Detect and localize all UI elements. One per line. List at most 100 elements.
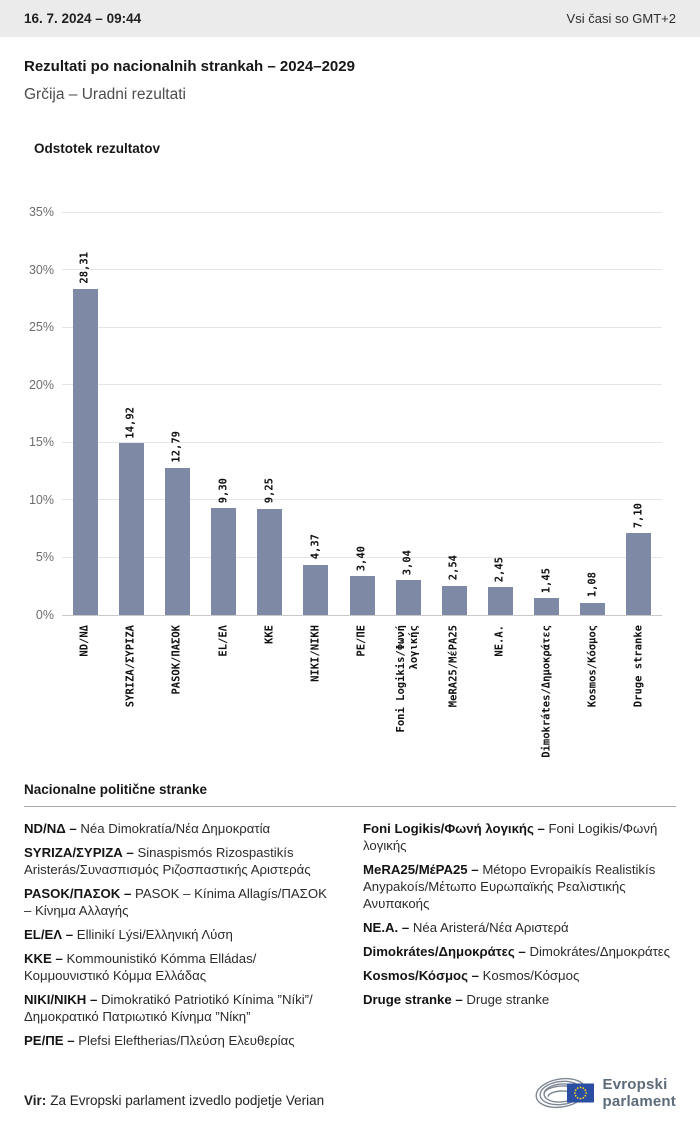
party-name: Néa Dimokratía/Νέα Δημοκρατία	[80, 821, 271, 836]
parties-heading: Nacionalne politične stranke	[24, 782, 208, 797]
party-entry: NE.A. – Néa Aristerá/Νέα Αριστερά	[363, 919, 676, 936]
gridline	[62, 614, 662, 616]
gridline	[62, 499, 662, 501]
bar-value-label: 4,37	[309, 534, 322, 560]
party-entry: PASOK/ΠΑΣΟΚ – PASOK – Kínima Allagís/ΠΑΣ…	[24, 885, 337, 919]
bar-value-label: 28,31	[78, 252, 91, 285]
bar[interactable]	[395, 580, 421, 615]
bar[interactable]	[626, 533, 652, 615]
x-axis-label: NIKI/ΝΙΚΗ	[309, 625, 322, 682]
x-axis-label: ND/ΝΔ	[78, 625, 91, 657]
x-axis-label: SYRIZA/ΣΥΡΙΖΑ	[124, 625, 137, 708]
party-entry: Druge stranke – Druge stranke	[363, 991, 676, 1008]
gridline	[62, 556, 662, 558]
party-entry: ΚΚΕ – Kommounistikó Kómma Elládas/Κομμου…	[24, 950, 337, 984]
bar-value-label: 1,45	[540, 568, 553, 594]
party-abbr: PE/ΠΕ –	[24, 1033, 79, 1048]
party-abbr: MeRA25/ΜέΡΑ25 –	[363, 862, 483, 877]
party-entry: EL/ΕΛ – Ellinikí Lýsi/Ελληνική Λύση	[24, 926, 337, 943]
eu-flag-icon	[566, 1083, 594, 1103]
bar[interactable]	[487, 586, 513, 615]
y-tick-label: 20%	[28, 377, 54, 392]
party-name: Kosmos/Κόσμος	[482, 968, 580, 983]
x-axis-label: MeRA25/ΜέΡΑ25	[447, 625, 460, 708]
header-datetime: 16. 7. 2024 – 09:44	[24, 11, 142, 26]
party-entry: SYRIZA/ΣΥΡΙΖΑ – Sinaspismós Rizospastikí…	[24, 844, 337, 878]
bar[interactable]	[303, 564, 329, 615]
header-bar: 16. 7. 2024 – 09:44 Vsi časi so GMT+2	[0, 0, 700, 37]
x-axis-label: Dimokrátes/Δημοκράτες	[540, 625, 553, 758]
bar-value-label: 14,92	[124, 406, 137, 439]
footer: Vir: Za Evropski parlament izvedlo podjet…	[0, 1056, 700, 1122]
party-name: Dimokratikó Patriotikó Kínima ”Níki”/Δημ…	[24, 992, 313, 1024]
gridline	[62, 384, 662, 386]
bar[interactable]	[118, 443, 144, 615]
party-abbr: NIKI/ΝΙΚΗ –	[24, 992, 101, 1007]
party-columns: ND/ΝΔ – Néa Dimokratía/Νέα Δημοκρατία SYR…	[0, 807, 700, 1056]
party-abbr: ΚΚΕ –	[24, 951, 67, 966]
bar-value-label: 1,08	[586, 572, 599, 598]
bar-value-label: 2,45	[493, 556, 506, 582]
party-entry: PE/ΠΕ – Plefsi Eleftherias/Πλεύση Ελευθε…	[24, 1032, 337, 1049]
party-column: Foni Logikis/Φωνή λογικής – Foni Logikis…	[363, 820, 676, 1056]
y-tick-label: 15%	[28, 435, 54, 450]
title-block: Rezultati po nacionalnih strankah – 2024…	[0, 37, 700, 104]
gridline	[62, 211, 662, 213]
bar[interactable]	[534, 598, 560, 615]
y-tick-label: 25%	[28, 320, 54, 335]
plot-area: 28,31 14,92 12,79 9,30 9,25 4,37 3,40 3,04 2,54 2…	[62, 211, 662, 616]
source-label: Vir:	[24, 1093, 47, 1108]
ep-logo-line1: Evropski	[602, 1076, 668, 1093]
bar-chart: 28,31 14,92 12,79 9,30 9,25 4,37 3,40 3,04 2,54 2…	[0, 202, 700, 772]
party-name: Ellinikí Lýsi/Ελληνική Λύση	[76, 927, 233, 942]
chart-title: Odstotek rezultatov	[34, 141, 161, 156]
ep-logo-text: Evropski parlament	[603, 1076, 677, 1110]
gridline	[62, 269, 662, 271]
party-abbr: ND/ΝΔ –	[24, 821, 81, 836]
party-name: Foni Logikis/Φωνή λογικής	[363, 821, 658, 853]
party-column: ND/ΝΔ – Néa Dimokratía/Νέα Δημοκρατία SYR…	[24, 820, 337, 1056]
bar[interactable]	[257, 508, 283, 615]
y-tick-label: 30%	[28, 262, 54, 277]
x-axis-label: ΚΚΕ	[263, 625, 276, 644]
party-abbr: SYRIZA/ΣΥΡΙΖΑ –	[24, 845, 138, 860]
bar-value-label: 7,10	[632, 502, 645, 529]
source-text: Za Evropski parlament izvedlo podjetje V…	[50, 1093, 325, 1108]
party-entry: NIKI/ΝΙΚΗ – Dimokratikó Patriotikó Kínim…	[24, 991, 337, 1025]
timezone-note: Vsi časi so GMT+2	[566, 11, 676, 26]
y-tick-label: 10%	[28, 492, 54, 507]
party-abbr: Druge stranke –	[363, 992, 467, 1007]
bar[interactable]	[580, 602, 606, 615]
party-abbr: Foni Logikis/Φωνή λογικής –	[363, 821, 549, 836]
y-tick-label: 5%	[35, 550, 54, 565]
party-abbr: EL/ΕΛ –	[24, 927, 77, 942]
x-axis-label: Druge stranke	[632, 625, 645, 708]
y-tick-label: 35%	[28, 205, 54, 219]
bar-value-label: 12,79	[170, 431, 183, 463]
bar[interactable]	[349, 575, 375, 615]
bar-value-label: 2,54	[447, 555, 460, 581]
x-axis-label: EL/ΕΛ	[217, 625, 230, 657]
bar[interactable]	[441, 585, 467, 615]
bar[interactable]	[164, 467, 190, 615]
y-tick-label: 0%	[35, 608, 54, 622]
bar-value-label: 3,40	[355, 545, 368, 571]
party-entry: Foni Logikis/Φωνή λογικής – Foni Logikis…	[363, 820, 676, 854]
party-entry: ND/ΝΔ – Néa Dimokratía/Νέα Δημοκρατία	[24, 820, 337, 837]
gridline	[62, 441, 662, 443]
gridline	[62, 326, 662, 328]
bar-value-label: 9,25	[263, 478, 276, 504]
party-name: Dimokrátes/Δημοκράτες	[529, 944, 671, 959]
x-axis-label: NE.A.	[493, 625, 506, 657]
bar[interactable]	[72, 289, 98, 615]
party-entry: Kosmos/Κόσμος – Kosmos/Κόσμος	[363, 967, 676, 984]
source-note: Vir: Za Evropski parlament izvedlo podjet…	[24, 1093, 324, 1122]
party-name: Druge stranke	[466, 992, 550, 1007]
section-divider	[24, 806, 676, 807]
ep-logo-mark	[535, 1077, 594, 1109]
x-axis-label: Kosmos/Κόσμος	[586, 625, 599, 708]
party-name: PASOK – Kínima Allagís/ΠΑΣΟΚ – Κίνημα Αλ…	[24, 886, 327, 918]
bar[interactable]	[211, 507, 237, 615]
party-name: Plefsi Eleftherias/Πλεύση Ελευθερίας	[78, 1033, 295, 1048]
page-subtitle: Grčija – Uradni rezultati	[24, 86, 186, 103]
